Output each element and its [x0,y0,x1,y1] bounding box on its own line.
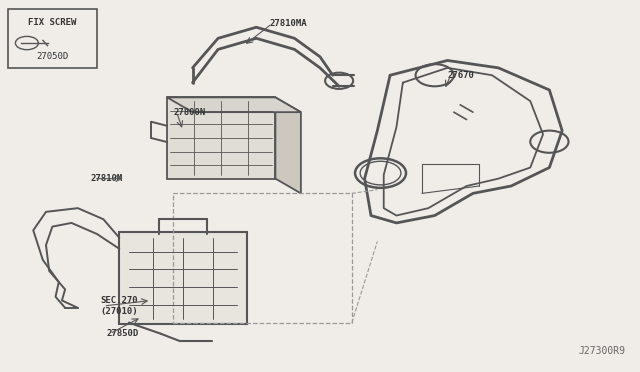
Text: 27810MA: 27810MA [269,19,307,28]
Text: 27800N: 27800N [173,108,205,117]
Text: J27300R9: J27300R9 [579,346,626,356]
Polygon shape [167,97,301,112]
Polygon shape [167,97,275,179]
FancyBboxPatch shape [119,232,246,324]
Polygon shape [275,97,301,193]
Text: FIX SCREW: FIX SCREW [28,18,77,27]
Text: 27050D: 27050D [36,52,68,61]
Text: 27810M: 27810M [91,174,123,183]
FancyBboxPatch shape [8,9,97,68]
Text: SEC.270
(27010): SEC.270 (27010) [100,296,138,316]
Text: 27670: 27670 [447,71,474,80]
Text: 27850D: 27850D [106,329,139,338]
